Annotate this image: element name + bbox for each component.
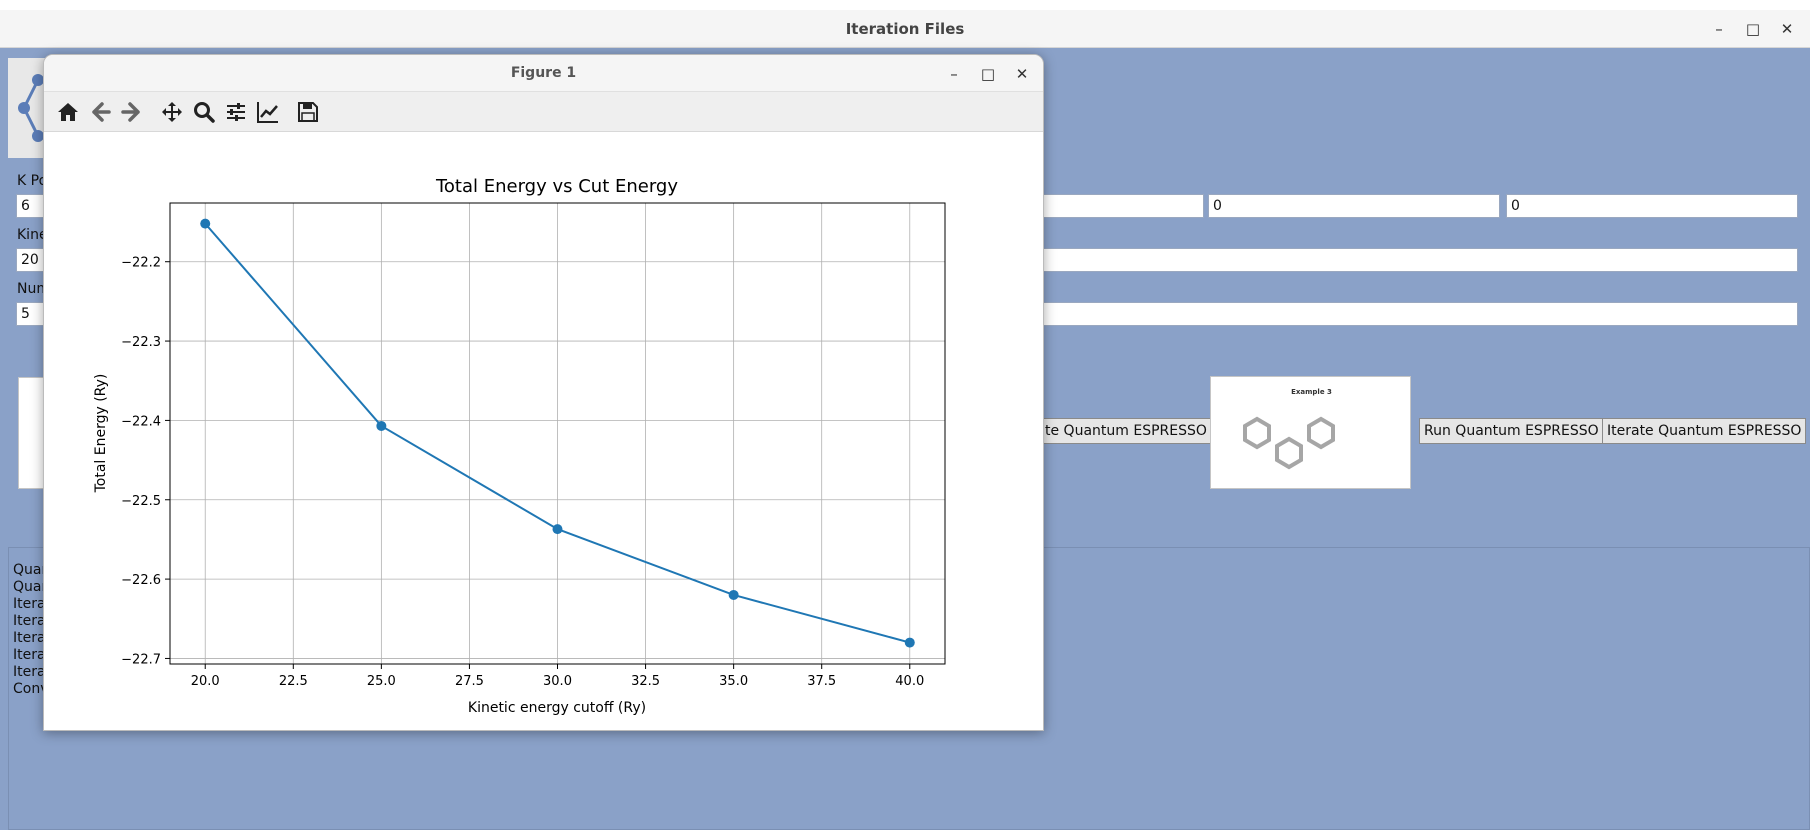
series (200, 218, 915, 648)
example-image-caption: Example 3 (1291, 388, 1332, 396)
data-point (728, 589, 739, 600)
close-button[interactable]: ✕ (1780, 20, 1794, 38)
y-axis-label: Total Energy (Ry) (93, 374, 109, 494)
data-point (376, 420, 387, 431)
kinetic-energy-label: Kine (17, 227, 48, 243)
iterate-qe-button[interactable]: Iterate Quantum ESPRESSO (1602, 418, 1807, 444)
configure-subplots-icon[interactable] (220, 96, 252, 128)
x-tick-label: 30.0 (543, 674, 572, 689)
forward-icon[interactable] (116, 96, 148, 128)
zoom-icon[interactable] (188, 96, 220, 128)
x-tick-label: 22.5 (279, 674, 308, 689)
molecule-icon (18, 74, 44, 142)
figure-close-button[interactable]: ✕ (1015, 64, 1029, 83)
log-line: Conv (13, 681, 49, 697)
x-tick-label: 32.5 (631, 674, 660, 689)
x-tick-label: 35.0 (719, 674, 748, 689)
x-tick-label: 27.5 (455, 674, 484, 689)
figure-title: Figure 1 (510, 65, 577, 81)
num-iterations-label: Num (17, 281, 50, 297)
maximize-button[interactable]: □ (1745, 20, 1761, 38)
ticks: 20.0 22.5 25.0 27.5 30.0 32.5 35.0 37.5 40.0 −22.… (121, 256, 924, 689)
y-tick-label: −22.6 (121, 573, 161, 588)
x-tick-label: 37.5 (807, 674, 836, 689)
log-line: Itera (13, 613, 46, 629)
hexagon-graphic (1243, 416, 1335, 470)
log-line: Quan (13, 579, 51, 595)
x-tick-label: 20.0 (191, 674, 220, 689)
y-tick-label: −22.2 (121, 256, 161, 271)
data-point (552, 524, 563, 535)
plot-canvas[interactable]: Total Energy vs Cut Energy 20.0 22.5 25.0 2… (44, 132, 1043, 730)
y-tick-label: −22.4 (121, 414, 161, 429)
main-window-controls: – □ ✕ (1704, 10, 1802, 48)
example-3-image: Example 3 (1210, 376, 1411, 489)
kpoint-z-input[interactable] (1506, 194, 1798, 218)
x-tick-label: 25.0 (367, 674, 396, 689)
app-logo (8, 58, 48, 158)
pan-icon[interactable] (156, 96, 188, 128)
home-icon[interactable] (52, 96, 84, 128)
figure-maximize-button[interactable]: □ (980, 64, 996, 83)
main-titlebar: Iteration Files – □ ✕ (0, 10, 1810, 48)
log-line: Itera (13, 630, 46, 646)
data-point (904, 637, 915, 648)
data-point (200, 218, 211, 229)
back-icon[interactable] (84, 96, 116, 128)
minimize-button[interactable]: – (1715, 20, 1723, 38)
x-tick-label: 40.0 (895, 674, 924, 689)
log-line: Itera (13, 596, 46, 612)
grid (170, 203, 945, 664)
chart-title: Total Energy vs Cut Energy (435, 176, 678, 197)
chart: Total Energy vs Cut Energy 20.0 22.5 25.0 2… (93, 176, 946, 716)
y-tick-label: −22.3 (121, 335, 161, 350)
log-line: Quan (13, 562, 51, 578)
figure-minimize-button[interactable]: – (950, 64, 958, 83)
y-tick-label: −22.5 (121, 494, 161, 509)
figure-toolbar (44, 92, 1043, 132)
x-axis-label: Kinetic energy cutoff (Ry) (468, 700, 646, 716)
figure-window-controls: – □ ✕ (939, 55, 1037, 92)
figure-titlebar[interactable]: Figure 1 – □ ✕ (44, 55, 1043, 92)
main-window-title: Iteration Files (845, 19, 965, 38)
log-line: Itera (13, 664, 46, 680)
y-tick-label: −22.7 (121, 652, 161, 667)
axes-frame (169, 202, 946, 665)
log-line: Itera (13, 647, 46, 663)
log-lines: Quan Quan Itera Itera Itera Itera Itera … (9, 548, 1809, 698)
edit-axis-icon[interactable] (252, 96, 284, 128)
save-icon[interactable] (292, 96, 324, 128)
kpoints-label: K Po (17, 173, 48, 189)
iterate-qe-button-partial[interactable]: te Quantum ESPRESSO (1040, 418, 1212, 444)
run-qe-button[interactable]: Run Quantum ESPRESSO (1419, 418, 1604, 444)
kpoint-y-input[interactable] (1208, 194, 1500, 218)
figure-window: Figure 1 – □ ✕ (43, 54, 1044, 731)
